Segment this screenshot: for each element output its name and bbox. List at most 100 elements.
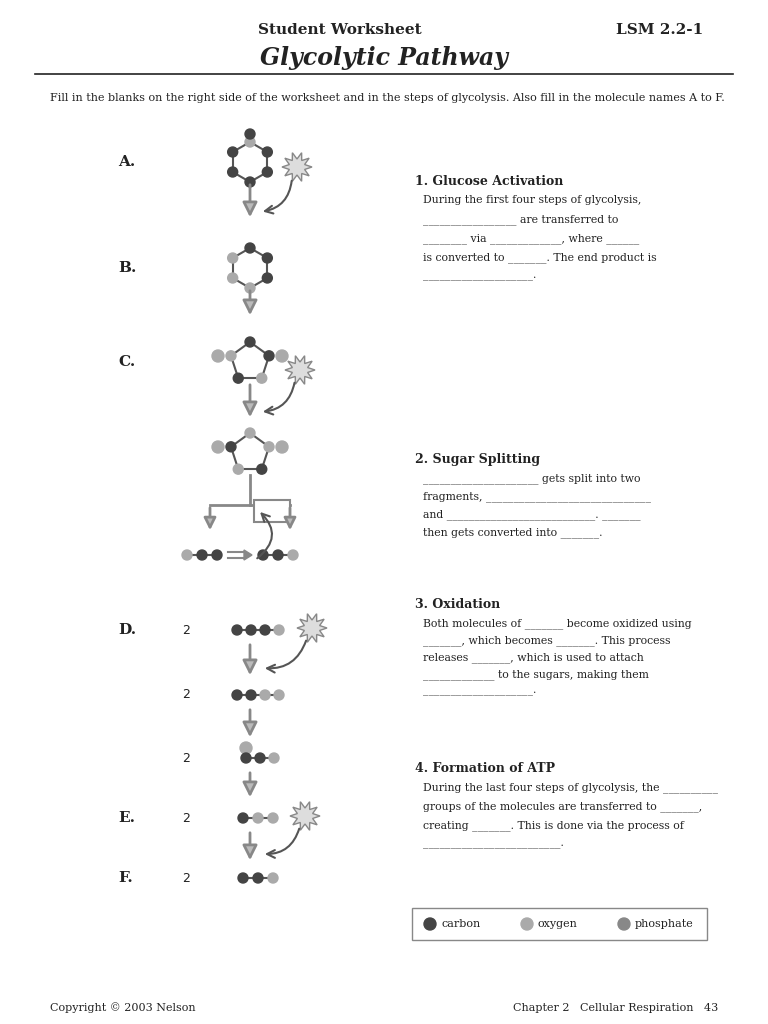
Circle shape bbox=[274, 690, 284, 700]
Circle shape bbox=[263, 273, 273, 283]
Circle shape bbox=[245, 428, 255, 438]
Circle shape bbox=[273, 550, 283, 560]
Circle shape bbox=[246, 690, 256, 700]
Circle shape bbox=[245, 129, 255, 139]
Circle shape bbox=[197, 550, 207, 560]
Text: _________________________.: _________________________. bbox=[423, 839, 564, 849]
Text: 2: 2 bbox=[182, 871, 190, 885]
Text: carbon: carbon bbox=[441, 919, 480, 929]
Circle shape bbox=[227, 147, 237, 157]
Circle shape bbox=[258, 550, 268, 560]
Text: releases _______, which is used to attach: releases _______, which is used to attac… bbox=[423, 652, 644, 663]
Polygon shape bbox=[285, 355, 315, 384]
Text: Student Worksheet: Student Worksheet bbox=[258, 23, 422, 37]
FancyArrowPatch shape bbox=[265, 181, 292, 213]
Text: Fill in the blanks on the right side of the worksheet and in the steps of glycol: Fill in the blanks on the right side of … bbox=[50, 93, 725, 103]
Circle shape bbox=[618, 918, 630, 930]
Circle shape bbox=[240, 742, 252, 754]
Text: then gets converted into _______.: then gets converted into _______. bbox=[423, 527, 603, 538]
Circle shape bbox=[268, 873, 278, 883]
Text: Both molecules of _______ become oxidized using: Both molecules of _______ become oxidize… bbox=[423, 618, 692, 629]
Circle shape bbox=[232, 690, 242, 700]
Text: D.: D. bbox=[118, 623, 136, 637]
Text: During the first four steps of glycolysis,: During the first four steps of glycolysi… bbox=[423, 195, 641, 205]
Text: C.: C. bbox=[118, 355, 135, 369]
FancyArrowPatch shape bbox=[257, 514, 272, 558]
Text: 2. Sugar Splitting: 2. Sugar Splitting bbox=[415, 453, 540, 466]
Text: 3. Oxidation: 3. Oxidation bbox=[415, 598, 500, 611]
Text: phosphate: phosphate bbox=[635, 919, 694, 929]
Text: A.: A. bbox=[118, 155, 135, 169]
Circle shape bbox=[274, 625, 284, 635]
FancyBboxPatch shape bbox=[412, 908, 707, 940]
FancyArrowPatch shape bbox=[265, 383, 294, 415]
Circle shape bbox=[238, 873, 248, 883]
Polygon shape bbox=[282, 153, 312, 181]
Text: _______, which becomes _______. This process: _______, which becomes _______. This pro… bbox=[423, 635, 670, 646]
Circle shape bbox=[263, 253, 273, 263]
Circle shape bbox=[264, 441, 274, 452]
Circle shape bbox=[212, 550, 222, 560]
Circle shape bbox=[245, 243, 255, 253]
Circle shape bbox=[263, 147, 273, 157]
Polygon shape bbox=[290, 802, 320, 830]
Text: groups of the molecules are transferred to _______,: groups of the molecules are transferred … bbox=[423, 801, 702, 812]
Circle shape bbox=[238, 813, 248, 823]
Circle shape bbox=[232, 625, 242, 635]
Text: F.: F. bbox=[118, 871, 133, 885]
Circle shape bbox=[226, 351, 236, 360]
Text: 4. Formation of ATP: 4. Formation of ATP bbox=[415, 762, 555, 775]
Text: 2: 2 bbox=[182, 688, 190, 701]
Text: _________________ are transferred to: _________________ are transferred to bbox=[423, 214, 618, 224]
Circle shape bbox=[212, 441, 224, 453]
Circle shape bbox=[288, 550, 298, 560]
Text: During the last four steps of glycolysis, the __________: During the last four steps of glycolysis… bbox=[423, 782, 718, 793]
Text: _____________ to the sugars, making them: _____________ to the sugars, making them bbox=[423, 669, 649, 680]
Circle shape bbox=[227, 253, 237, 263]
Circle shape bbox=[233, 373, 243, 383]
Circle shape bbox=[227, 273, 237, 283]
Circle shape bbox=[245, 337, 255, 347]
Text: Copyright © 2003 Nelson: Copyright © 2003 Nelson bbox=[50, 1002, 196, 1014]
Text: ____________________.: ____________________. bbox=[423, 271, 536, 281]
FancyArrowPatch shape bbox=[267, 828, 300, 858]
Circle shape bbox=[233, 464, 243, 474]
Text: 2: 2 bbox=[182, 624, 190, 637]
Circle shape bbox=[257, 464, 266, 474]
Text: LSM 2.2-1: LSM 2.2-1 bbox=[617, 23, 703, 37]
Circle shape bbox=[260, 690, 270, 700]
Circle shape bbox=[245, 137, 255, 147]
Circle shape bbox=[245, 283, 255, 293]
Polygon shape bbox=[244, 550, 252, 560]
Text: Chapter 2   Cellular Respiration   43: Chapter 2 Cellular Respiration 43 bbox=[513, 1002, 718, 1013]
Text: ________ via _____________, where ______: ________ via _____________, where ______ bbox=[423, 233, 639, 244]
Text: ____________________.: ____________________. bbox=[423, 686, 536, 696]
Circle shape bbox=[182, 550, 192, 560]
Circle shape bbox=[264, 351, 274, 360]
Text: Glycolytic Pathway: Glycolytic Pathway bbox=[260, 46, 508, 70]
Circle shape bbox=[276, 441, 288, 453]
Text: 2: 2 bbox=[182, 752, 190, 765]
Circle shape bbox=[255, 753, 265, 763]
Text: 2: 2 bbox=[182, 811, 190, 824]
Text: E.: E. bbox=[118, 811, 135, 825]
Text: oxygen: oxygen bbox=[538, 919, 578, 929]
Text: is converted to _______. The end product is: is converted to _______. The end product… bbox=[423, 252, 657, 263]
FancyArrowPatch shape bbox=[267, 641, 306, 673]
Circle shape bbox=[253, 813, 263, 823]
FancyBboxPatch shape bbox=[254, 500, 290, 522]
Circle shape bbox=[276, 350, 288, 362]
Text: and ___________________________. _______: and ___________________________. _______ bbox=[423, 509, 641, 520]
Circle shape bbox=[226, 441, 236, 452]
Text: _____________________ gets split into two: _____________________ gets split into tw… bbox=[423, 473, 641, 483]
Circle shape bbox=[241, 753, 251, 763]
Text: 1. Glucose Activation: 1. Glucose Activation bbox=[415, 175, 564, 188]
Circle shape bbox=[424, 918, 436, 930]
Circle shape bbox=[257, 373, 266, 383]
Circle shape bbox=[268, 813, 278, 823]
Circle shape bbox=[245, 177, 255, 187]
Text: creating _______. This is done via the process of: creating _______. This is done via the p… bbox=[423, 820, 684, 830]
Circle shape bbox=[263, 167, 273, 177]
Circle shape bbox=[260, 625, 270, 635]
Circle shape bbox=[227, 167, 237, 177]
